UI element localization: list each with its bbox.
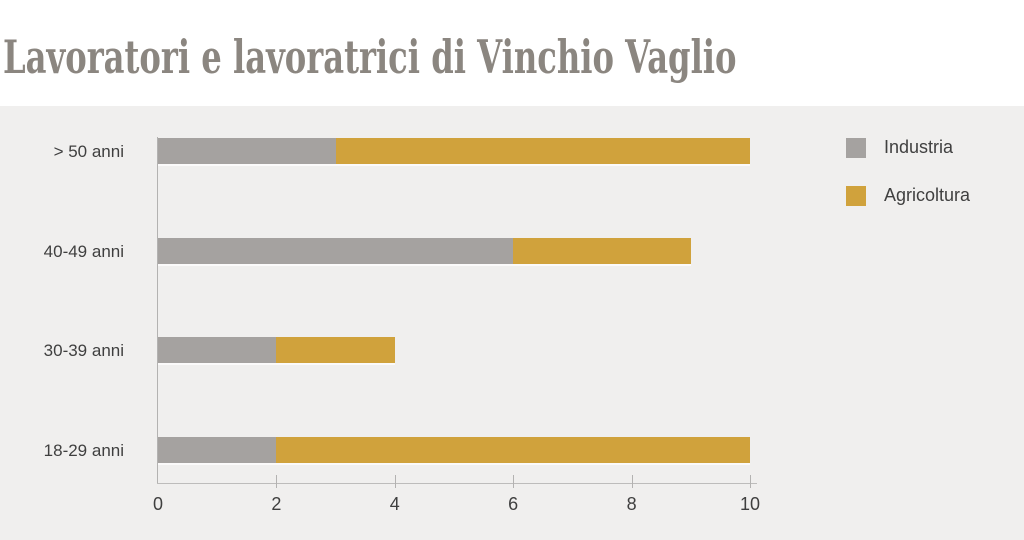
x-axis-tick-label: 4 [389, 494, 400, 514]
page-title: Lavoratori e lavoratrici di Vinchio Vagl… [3, 30, 737, 84]
x-axis-tick [750, 475, 751, 488]
bar-row [158, 138, 750, 164]
category-label: 30-39 anni [43, 341, 124, 360]
bar-row [158, 337, 395, 363]
legend-label: Industria [884, 137, 954, 157]
bar-segment-agricoltura [276, 437, 750, 463]
legend-label: Agricoltura [884, 185, 971, 205]
legend: Industria Agricoltura [846, 137, 970, 206]
legend-swatch-industria [846, 137, 866, 158]
category-label: > 50 anni [53, 142, 124, 161]
bar-segment-industria [158, 437, 277, 463]
bar-row [158, 238, 691, 264]
x-axis-line [157, 483, 757, 484]
legend-swatch-agricoltura [846, 185, 866, 206]
category-label: 18-29 anni [43, 441, 124, 460]
x-axis-tick [631, 475, 633, 488]
bar-segment-industria [158, 238, 514, 264]
bar-segment-industria [158, 337, 277, 363]
bar-segment-industria [158, 138, 336, 164]
chart-area: > 50 anni 40-49 anni 30-39 anni 18-29 anni 0… [0, 106, 1024, 540]
bar-segment-agricoltura [276, 337, 395, 363]
y-axis-line [157, 137, 158, 483]
x-axis-tick [276, 475, 278, 488]
x-axis-tick [394, 475, 396, 488]
x-axis-tick-label: 0 [152, 494, 164, 514]
legend-item-industria: Industria [846, 137, 970, 158]
x-axis-tick-label: 10 [739, 494, 761, 514]
x-axis-tick-label: 8 [626, 494, 637, 514]
bar-segment-agricoltura [335, 138, 750, 164]
x-axis-tick-label: 2 [271, 494, 282, 514]
x-axis-tick [513, 475, 515, 488]
bar-row [158, 437, 750, 463]
legend-item-agricoltura: Agricoltura [846, 185, 970, 206]
x-axis-tick-label: 6 [508, 494, 519, 514]
bar-segment-agricoltura [513, 238, 691, 264]
category-label: 40-49 anni [43, 242, 124, 261]
